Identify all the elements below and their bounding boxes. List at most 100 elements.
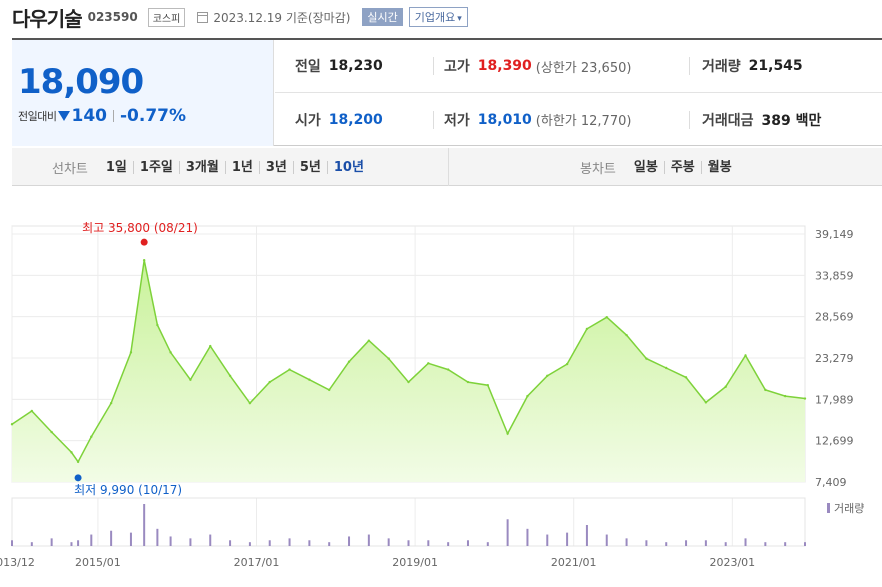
- price-point: [109, 401, 113, 405]
- high-stat: 고가 18,390 (상한가 23,650): [433, 57, 631, 76]
- x-tick-label: 2017/01: [234, 556, 280, 569]
- price-point: [427, 362, 430, 365]
- volume-bar: [407, 540, 410, 546]
- volume-bar: [645, 540, 648, 546]
- volume-bar: [526, 528, 529, 546]
- price-point: [466, 380, 470, 384]
- price-point: [308, 378, 311, 381]
- high-value: 18,390: [477, 58, 532, 74]
- high-label: 고가: [444, 59, 470, 75]
- price-point: [288, 368, 291, 371]
- price-point: [803, 397, 807, 400]
- low-stat: 저가 18,010 (하한가 12,770): [433, 110, 632, 129]
- price-point: [156, 323, 159, 327]
- y-tick-label: 28,569: [815, 311, 854, 324]
- price-point: [783, 394, 787, 398]
- volume-bar: [143, 504, 146, 546]
- volume-bar: [229, 540, 232, 546]
- lower-limit: (하한가 12,770): [535, 114, 632, 129]
- prev-close-label: 전일: [295, 59, 321, 75]
- volume-bar: [308, 540, 311, 546]
- price-point: [50, 430, 53, 434]
- line-chart-tabs: 선차트 1일 1주일 3개월 1년 3년 5년 10년: [52, 148, 370, 186]
- prev-close-stat: 전일 18,230: [295, 57, 383, 75]
- stock-header: 다우기술 023590 코스피 2023.12.19 기준(장마감) 실시간 기…: [12, 0, 882, 34]
- price-summary: 18,090 전일대비 140 -0.77% 전일 18,230 고가 18,3…: [12, 38, 882, 146]
- chevron-down-icon: ▾: [457, 14, 462, 24]
- price-point: [76, 460, 80, 464]
- calendar-icon: [197, 11, 209, 23]
- chart-period-tabbar: 선차트 1일 1주일 3개월 1년 3년 5년 10년 봉차트 일봉 주봉 월봉: [12, 148, 882, 186]
- price-area: [12, 260, 805, 482]
- tab-3year[interactable]: 3년: [260, 160, 294, 174]
- y-tick-label: 39,149: [815, 228, 854, 241]
- min-label: 최저 9,990 (10/17): [74, 483, 182, 497]
- y-tick-label: 17,989: [815, 393, 854, 406]
- price-point: [724, 385, 727, 388]
- price-point: [209, 344, 212, 348]
- change-percent: -0.77%: [119, 106, 187, 126]
- price-point: [70, 451, 73, 454]
- realtime-button[interactable]: 실시간: [362, 8, 403, 26]
- tab-monthly-candle[interactable]: 월봉: [707, 159, 732, 175]
- company-overview-button[interactable]: 기업개요 ▾: [408, 7, 468, 27]
- price-point: [585, 327, 589, 331]
- price-point: [129, 351, 133, 354]
- change-label: 전일대비: [18, 110, 57, 123]
- volume-bar: [77, 540, 80, 546]
- low-value: 18,010: [477, 111, 532, 128]
- price-point: [367, 339, 371, 342]
- change-value: 140: [71, 106, 107, 126]
- volume-bar: [704, 540, 707, 546]
- tab-1week[interactable]: 1주일: [134, 160, 180, 174]
- stats-row-2: 시가 18,200 저가 18,010 (하한가 12,770) 거래대금 38…: [275, 93, 882, 146]
- low-label: 저가: [444, 112, 470, 129]
- price-point: [347, 360, 351, 363]
- volume-bar: [784, 542, 787, 546]
- open-value: 18,200: [328, 111, 383, 128]
- y-tick-label: 33,859: [815, 269, 854, 282]
- tab-daily-candle[interactable]: 일봉: [628, 160, 665, 174]
- volume-bar: [605, 534, 608, 546]
- tab-weekly-candle[interactable]: 주봉: [665, 160, 702, 174]
- tab-10year[interactable]: 10년: [333, 159, 364, 175]
- price-point: [764, 388, 767, 392]
- volume-bar: [11, 540, 13, 546]
- tab-1day[interactable]: 1일: [100, 160, 134, 174]
- volume-bar: [189, 538, 192, 546]
- down-arrow-icon: [58, 111, 71, 121]
- volume-bar: [685, 540, 688, 546]
- volume-bar: [169, 536, 172, 546]
- tab-5year[interactable]: 5년: [294, 160, 328, 174]
- company-overview-label: 기업개요: [414, 11, 456, 24]
- price-point: [526, 394, 529, 398]
- price-point: [446, 368, 450, 371]
- x-tick-label: 2015/01: [75, 556, 121, 569]
- volume-bar: [129, 532, 132, 546]
- price-point: [90, 435, 93, 438]
- volume-bar: [427, 540, 430, 546]
- tab-3month[interactable]: 3개월: [180, 160, 226, 174]
- volume-bar: [288, 538, 291, 546]
- price-point: [506, 432, 509, 435]
- volume-label: 거래량: [702, 59, 741, 75]
- volume-legend-label: 거래량: [834, 502, 864, 515]
- price-point: [387, 357, 390, 360]
- price-point: [744, 354, 747, 357]
- tab-1year[interactable]: 1년: [226, 160, 260, 174]
- price-chart-svg: 39,149 33,859 28,569 23,279 17,989 12,699 7,40…: [0, 221, 864, 569]
- volume-bar: [156, 528, 159, 546]
- x-tick-label: 2023/01: [709, 556, 755, 569]
- open-label: 시가: [295, 112, 321, 129]
- x-tick-label: 2021/01: [551, 556, 597, 569]
- volume-bar: [387, 538, 390, 546]
- price-point: [248, 401, 252, 405]
- price-point: [328, 388, 331, 392]
- volume-bar: [566, 532, 569, 546]
- price-point: [10, 423, 14, 426]
- price-point: [605, 316, 608, 319]
- x-tick-label: 2013/12: [0, 556, 35, 569]
- volume-bar: [348, 536, 351, 546]
- stock-code: 023590: [87, 10, 138, 24]
- market-badge: 코스피: [147, 7, 186, 27]
